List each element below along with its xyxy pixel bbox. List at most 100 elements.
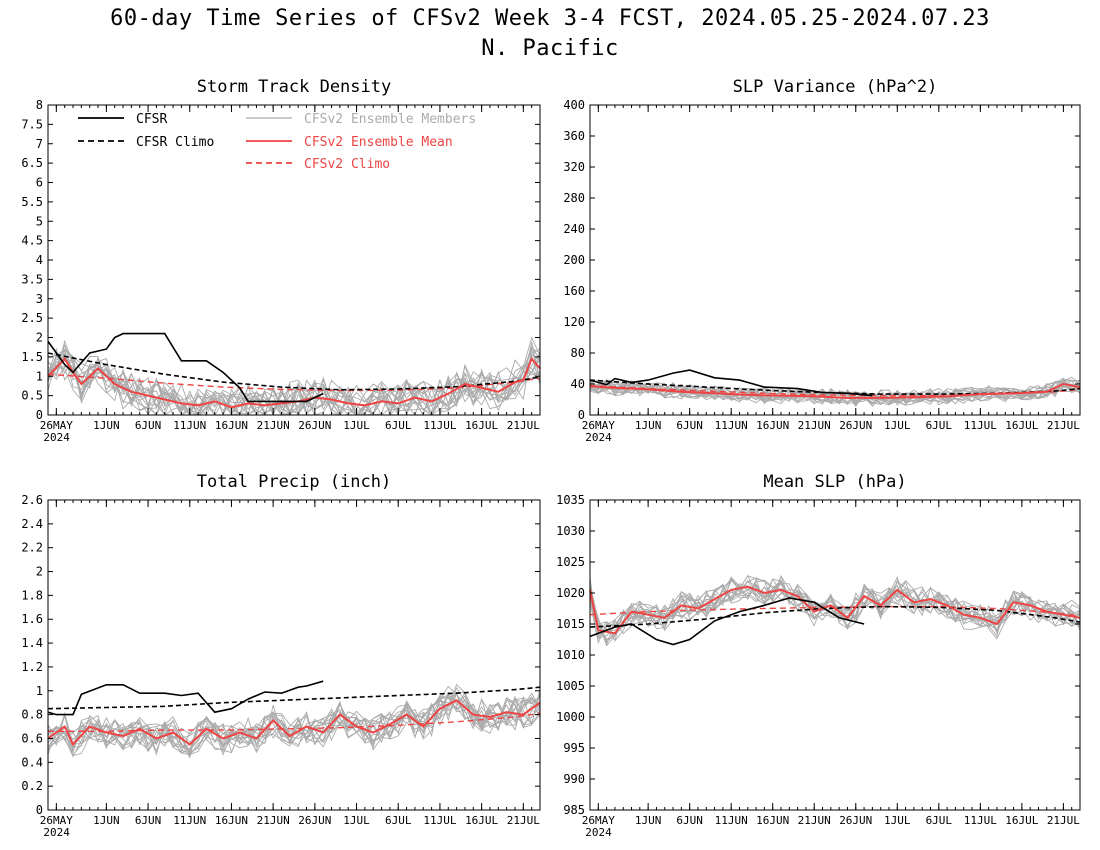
x-tick-label: 11JUN — [715, 814, 748, 827]
y-tick-label: 5 — [36, 214, 43, 228]
x-tick-label: 21JUN — [798, 419, 831, 432]
y-tick-label: 1.2 — [21, 660, 43, 674]
x-tick-label: 1JUL — [884, 419, 911, 432]
x-tick-label: 16JUN — [215, 419, 248, 432]
x-tick-label: 6JUN — [135, 419, 162, 432]
series-line-cfsv2-climo — [589, 605, 1081, 617]
y-tick-label: 320 — [563, 160, 585, 174]
plot-frame — [589, 104, 1081, 416]
x-tick-label: 26JUN — [298, 419, 331, 432]
x-tick-label: 21JUN — [257, 814, 290, 827]
figure-title: 60-day Time Series of CFSv2 Week 3-4 FCS… — [110, 6, 990, 31]
y-tick-label: 1.8 — [21, 588, 43, 602]
y-tick-label: 7.5 — [21, 117, 43, 131]
plot-frame — [47, 499, 541, 811]
y-tick-label: 400 — [563, 98, 585, 112]
x-tick-label: 1JUN — [635, 814, 662, 827]
x-tick-label: 1JUL — [343, 814, 370, 827]
ensemble-member-line — [590, 379, 1080, 405]
chart-panel-2: SLP Variance (hPa^2) 0 40 80 120 160 200 240 280… — [563, 77, 1081, 444]
series-line-cfsv2-ensemble-mean — [47, 699, 541, 747]
y-tick-label: 1.5 — [21, 350, 43, 364]
x-tick-sublabel: 2024 — [585, 431, 612, 444]
x-tick-label: 11JUN — [173, 419, 206, 432]
y-tick-label: 280 — [563, 191, 585, 205]
ensemble-member-line — [48, 691, 540, 754]
y-tick-label: 1010 — [556, 648, 585, 662]
x-tick-label: 26JUN — [839, 814, 872, 827]
y-tick-label: 6.5 — [21, 156, 43, 170]
series-line-cfsv2-ensemble-mean — [589, 585, 1081, 635]
y-tick-label: 0.2 — [21, 779, 43, 793]
plot-frame — [589, 499, 1081, 811]
ensemble-member-line — [48, 352, 540, 415]
legend-label: CFSv2 Climo — [304, 157, 390, 172]
y-tick-label: 1.6 — [21, 612, 43, 626]
y-tick-label: 1035 — [556, 493, 585, 507]
ensemble-members — [48, 336, 540, 415]
y-tick-label: 0 — [578, 408, 585, 422]
y-tick-label: 240 — [563, 222, 585, 236]
y-tick-label: 2.5 — [21, 311, 43, 325]
y-tick-label: 7 — [36, 137, 43, 151]
x-tick-label: 1JUL — [884, 814, 911, 827]
figure-subtitle: N. Pacific — [481, 36, 619, 61]
x-tick-label: 26MAY — [40, 814, 73, 827]
y-tick-label: 4.5 — [21, 234, 43, 248]
x-tick-label: 6JUN — [676, 814, 703, 827]
y-tick-label: 360 — [563, 129, 585, 143]
y-tick-label: 1 — [36, 684, 43, 698]
panel-title: SLP Variance (hPa^2) — [733, 77, 938, 97]
chart-panel-4: Mean SLP (hPa) 985 990 995 1000 1005 1010 1015 1… — [556, 472, 1081, 839]
x-tick-label: 1JUN — [635, 419, 662, 432]
x-tick-label: 1JUN — [93, 814, 120, 827]
ensemble-member-line — [590, 578, 1080, 640]
series-line-cfsr — [47, 332, 324, 403]
x-tick-label: 16JUL — [1005, 419, 1038, 432]
y-tick-label: 200 — [563, 253, 585, 267]
y-tick-label: 0 — [36, 408, 43, 422]
x-tick-sublabel: 2024 — [43, 431, 70, 444]
series-line-cfsv2-ensemble-mean — [589, 382, 1081, 399]
y-tick-label: 2.6 — [21, 493, 43, 507]
x-tick-label: 11JUL — [964, 419, 997, 432]
ensemble-members — [48, 683, 540, 759]
y-tick-label: 160 — [563, 284, 585, 298]
series-line-cfsv2-climo — [47, 373, 541, 392]
x-tick-sublabel: 2024 — [585, 826, 612, 839]
x-tick-label: 6JUL — [926, 419, 953, 432]
ensemble-member-line — [48, 347, 540, 415]
ensemble-members — [590, 376, 1080, 408]
x-tick-label: 21JUL — [1047, 419, 1080, 432]
legend-label: CFSv2 Ensemble Mean — [304, 135, 453, 150]
y-tick-label: 985 — [563, 803, 585, 817]
y-tick-label: 0 — [36, 803, 43, 817]
x-tick-label: 21JUL — [1047, 814, 1080, 827]
x-tick-label: 1JUN — [93, 419, 120, 432]
y-tick-label: 0.8 — [21, 708, 43, 722]
y-tick-label: 3.5 — [21, 272, 43, 286]
x-tick-label: 26MAY — [40, 419, 73, 432]
x-tick-label: 11JUL — [423, 814, 456, 827]
y-tick-label: 1015 — [556, 617, 585, 631]
y-tick-label: 1025 — [556, 555, 585, 569]
y-tick-label: 0.6 — [21, 731, 43, 745]
y-tick-label: 120 — [563, 315, 585, 329]
x-tick-label: 21JUN — [257, 419, 290, 432]
chart-panel-3: Total Precip (inch) 0 0.2 0.4 0.6 0.8 1 1.2 1.4 1… — [21, 472, 541, 839]
x-tick-label: 16JUL — [465, 814, 498, 827]
legend-label: CFSR Climo — [136, 135, 214, 150]
x-tick-label: 16JUN — [756, 814, 789, 827]
y-tick-label: 990 — [563, 772, 585, 786]
x-tick-label: 26MAY — [582, 419, 615, 432]
x-tick-label: 16JUL — [465, 419, 498, 432]
x-tick-label: 11JUN — [173, 814, 206, 827]
y-tick-label: 40 — [571, 377, 585, 391]
y-tick-label: 995 — [563, 741, 585, 755]
x-tick-label: 21JUL — [507, 419, 540, 432]
x-tick-sublabel: 2024 — [43, 826, 70, 839]
x-tick-label: 11JUL — [964, 814, 997, 827]
y-tick-label: 2 — [36, 331, 43, 345]
